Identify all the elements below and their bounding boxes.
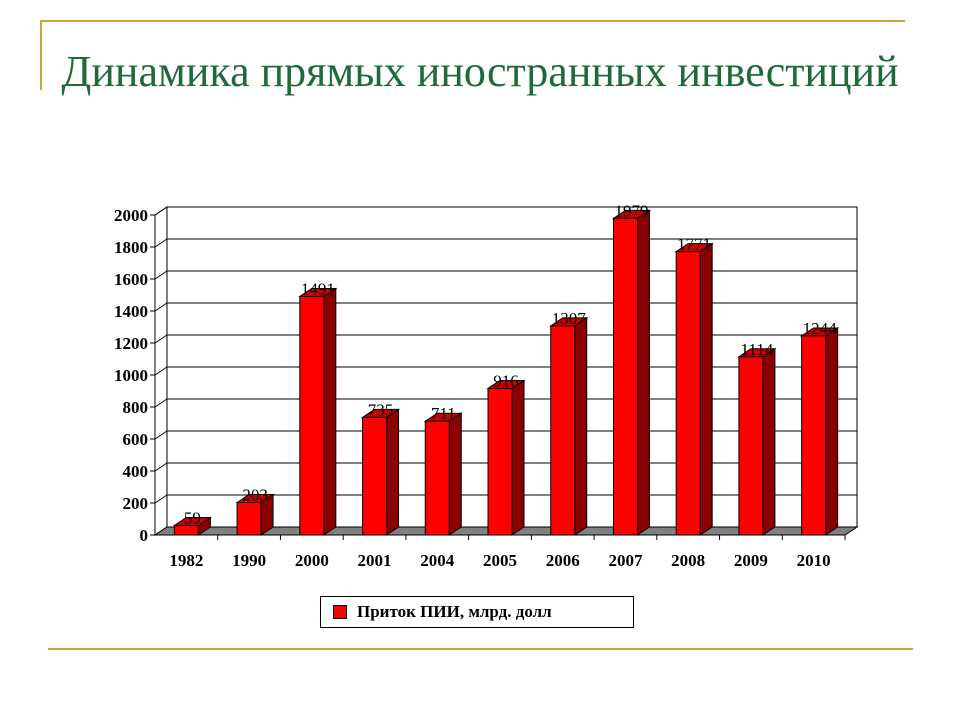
bar-side	[762, 347, 776, 536]
gridline-side	[154, 334, 168, 344]
y-tick-label: 1200	[114, 334, 148, 353]
chart-legend: Приток ПИИ, млрд. долл	[320, 596, 634, 628]
y-tick-label: 0	[140, 526, 149, 545]
bar-side	[323, 287, 337, 536]
x-tick-label: 2004	[420, 551, 455, 570]
x-tick-label: 2007	[608, 551, 643, 570]
bar	[487, 387, 513, 536]
bar	[801, 335, 827, 536]
gridline-side	[154, 206, 168, 216]
gridline-side	[154, 270, 168, 280]
top-accent-line	[40, 20, 905, 22]
data-label: 735	[368, 400, 394, 419]
x-tick-label: 2008	[671, 551, 705, 570]
y-tick-label: 800	[123, 398, 149, 417]
y-tick-label: 400	[123, 462, 149, 481]
bar-side	[699, 242, 713, 536]
x-tick-label: 2005	[483, 551, 517, 570]
x-tick-label: 2001	[358, 551, 392, 570]
legend-label: Приток ПИИ, млрд. долл	[357, 602, 552, 621]
gridline-side	[154, 302, 168, 312]
y-tick-label: 200	[123, 494, 149, 513]
gridline-side	[154, 430, 168, 440]
data-label: 916	[493, 371, 519, 390]
x-tick-label: 2006	[546, 551, 580, 570]
data-label: 1244	[803, 319, 838, 338]
data-label: 1771	[677, 235, 711, 254]
x-tick-label: 2009	[734, 551, 768, 570]
gridline-side	[154, 494, 168, 504]
bar	[362, 416, 388, 536]
bar	[424, 420, 450, 536]
bar	[173, 525, 199, 536]
data-label: 1979	[614, 201, 648, 220]
x-tick-label: 1982	[169, 551, 203, 570]
gridline-side	[154, 238, 168, 248]
bar	[236, 502, 262, 536]
left-accent-line	[40, 20, 42, 90]
legend-swatch	[333, 605, 347, 619]
bar-side	[511, 379, 525, 536]
data-label: 1114	[741, 340, 774, 359]
bar	[612, 217, 638, 536]
bar-side	[448, 412, 462, 536]
bar-side	[386, 408, 400, 536]
y-tick-label: 1800	[114, 238, 148, 257]
x-tick-label: 2000	[295, 551, 329, 570]
bottom-accent-line	[48, 648, 913, 650]
gridline-side	[154, 366, 168, 376]
bar-side	[636, 209, 650, 536]
bar	[738, 356, 764, 536]
bar-side	[825, 327, 839, 536]
bar	[675, 251, 701, 536]
y-tick-label: 1600	[114, 270, 148, 289]
bar	[550, 325, 576, 536]
bar-side	[574, 316, 588, 536]
y-tick-label: 2000	[114, 206, 148, 225]
gridline-side	[154, 462, 168, 472]
x-tick-label: 2010	[797, 551, 831, 570]
bar	[299, 295, 325, 536]
data-label: 59	[184, 509, 201, 528]
data-label: 203	[242, 486, 268, 505]
y-tick-label: 1400	[114, 302, 148, 321]
data-label: 1491	[301, 279, 335, 298]
gridline-side	[154, 398, 168, 408]
data-label: 1307	[552, 309, 587, 328]
x-tick-label: 1990	[232, 551, 266, 570]
slide-title: Динамика прямых иностранных инвестиций	[61, 47, 899, 96]
y-tick-label: 1000	[114, 366, 148, 385]
y-tick-label: 600	[123, 430, 149, 449]
data-label: 711	[431, 404, 456, 423]
